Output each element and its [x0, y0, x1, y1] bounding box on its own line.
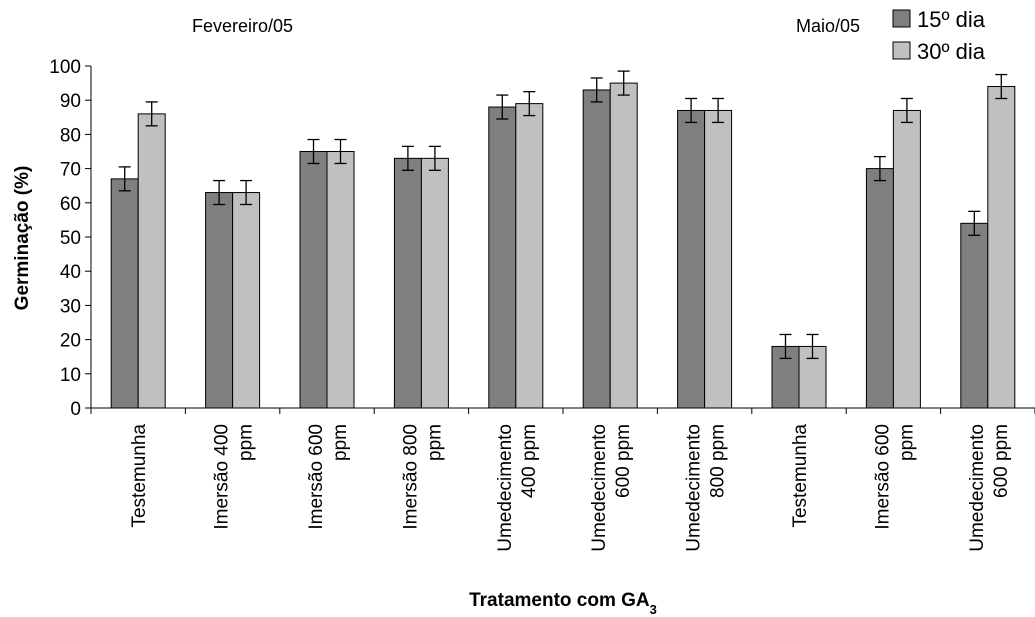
category-label-6-line-1: Umedecimento [589, 424, 610, 552]
category-label-5-line-2: 400 ppm [519, 424, 540, 498]
x-axis-title-subscript: 3 [650, 602, 657, 617]
bar-series1-cat7 [677, 109, 706, 409]
bar-series1-cat4 [393, 157, 422, 409]
category-label-3-line-2: ppm [330, 424, 351, 461]
bar-series2-cat2 [232, 192, 261, 409]
y-tick-label-50: 50 [60, 228, 81, 249]
category-label-6-line-2: 600 ppm [613, 424, 634, 498]
category-label-4-line-1: Imersão 800 [400, 424, 421, 530]
bar-series1-cat1 [110, 178, 139, 409]
x-axis-title: Tratamento com GA3 [469, 590, 657, 617]
category-label-7-line-1: Umedecimento [684, 424, 705, 552]
bar-series1-cat6 [582, 89, 611, 409]
y-tick-label-90: 90 [60, 91, 81, 112]
y-tick-label-40: 40 [60, 262, 81, 283]
bar-series1-cat2 [205, 192, 234, 409]
bar-series1-cat3 [299, 151, 328, 409]
y-tick-label-10: 10 [60, 365, 81, 386]
category-label-2-line-1: Imersão 400 [212, 424, 233, 530]
axes: 0 10 20 30 40 50 60 70 80 90 100 [49, 57, 1035, 420]
legend-swatch-1 [892, 9, 911, 28]
bar-series2-cat3 [326, 151, 355, 409]
category-label-10-line-1: Umedecimento [967, 424, 988, 552]
category-label-8-line-1: Testemunha [790, 424, 811, 528]
bar-series1-cat10 [960, 222, 989, 409]
category-label-9-line-1: Imersão 600 [872, 424, 893, 530]
y-tick-label-100: 100 [49, 57, 81, 78]
y-tick-label-60: 60 [60, 194, 81, 215]
category-labels: Testemunha Imersão 400 ppm Imersão 600 ppm Im… [129, 424, 1012, 552]
y-axis-title: Germinação (%) [12, 166, 33, 311]
category-label-2-line-2: ppm [236, 424, 257, 461]
category-label-7-line-2: 800 ppm [708, 424, 729, 498]
category-label-5-line-1: Umedecimento [495, 424, 516, 552]
y-tick-label-70: 70 [60, 160, 81, 181]
bar-series2-cat1 [137, 113, 166, 409]
annotation-maio: Maio/05 [796, 16, 860, 36]
y-tick-label-20: 20 [60, 331, 81, 352]
category-label-10-line-2: 600 ppm [991, 424, 1012, 498]
bar-series1-cat9 [865, 168, 894, 409]
x-axis-title-main: Tratamento com GA [469, 590, 650, 611]
legend-label-2: 30º dia [917, 39, 986, 64]
annotation-fevereiro: Fevereiro/05 [192, 16, 293, 36]
y-tick-label-30: 30 [60, 296, 81, 317]
bar-series2-cat5 [515, 103, 544, 409]
bar-series2-cat4 [420, 157, 449, 409]
category-label-4-line-2: ppm [424, 424, 445, 461]
y-tick-label-80: 80 [60, 125, 81, 146]
bar-series2-cat7 [704, 109, 733, 409]
bar-series1-cat5 [488, 106, 517, 409]
bars [110, 82, 1016, 409]
bar-series2-cat10 [987, 86, 1016, 409]
legend: 15º dia 30º dia [892, 7, 986, 64]
legend-label-1: 15º dia [917, 7, 986, 32]
bar-series2-cat9 [892, 109, 921, 409]
category-label-1-line-1: Testemunha [129, 424, 150, 528]
category-label-9-line-2: ppm [896, 424, 917, 461]
bar-series2-cat6 [609, 82, 638, 409]
legend-swatch-2 [892, 41, 911, 60]
chart-annotations: Fevereiro/05 Maio/05 [192, 16, 860, 36]
y-tick-label-0: 0 [70, 399, 81, 420]
category-label-3-line-1: Imersão 600 [306, 424, 327, 530]
error-bars [118, 70, 1008, 360]
